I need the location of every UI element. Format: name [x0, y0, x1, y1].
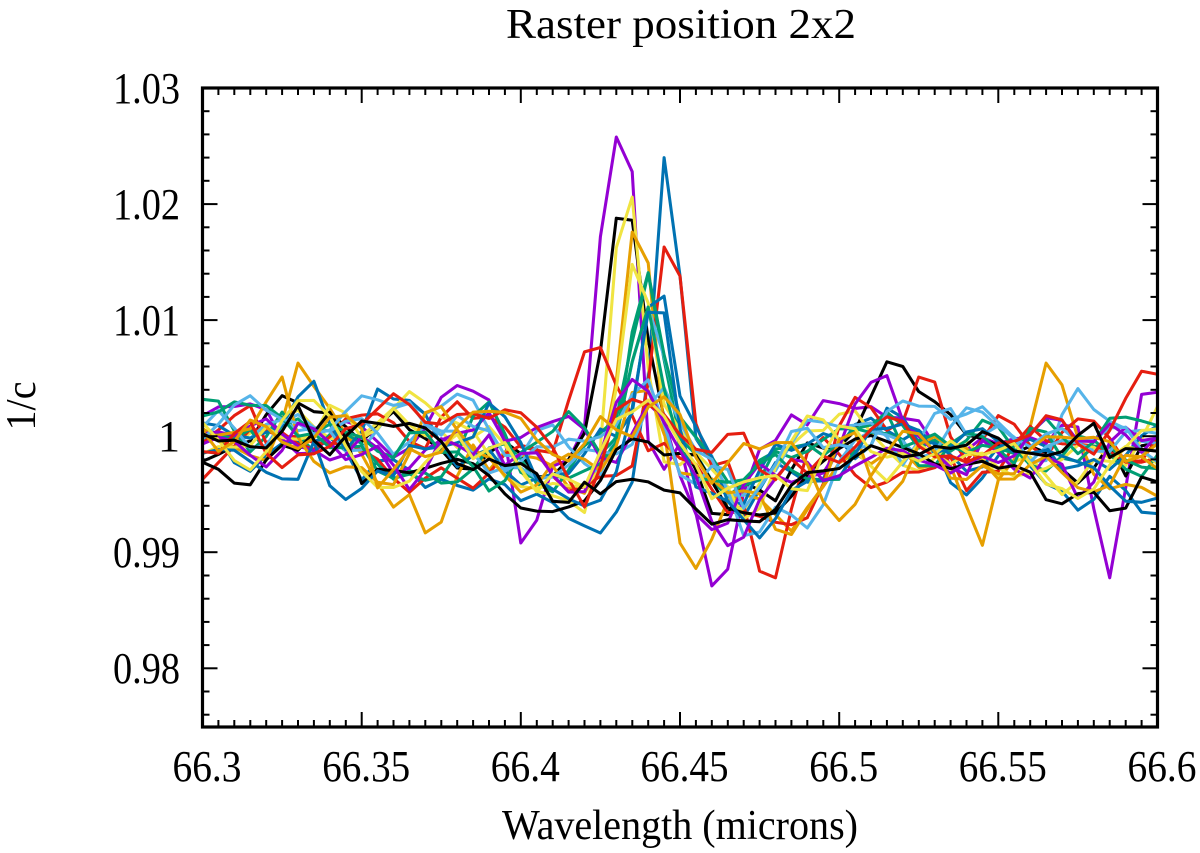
svg-text:66.45: 66.45: [641, 742, 729, 791]
svg-text:1.01: 1.01: [113, 296, 180, 345]
svg-text:66.5: 66.5: [809, 742, 878, 791]
svg-text:66.4: 66.4: [491, 742, 560, 791]
svg-text:1.02: 1.02: [113, 180, 180, 229]
svg-text:Raster position 2x2: Raster position 2x2: [506, 2, 856, 48]
svg-text:66.35: 66.35: [322, 742, 410, 791]
svg-text:0.99: 0.99: [113, 528, 180, 577]
svg-text:1.03: 1.03: [113, 64, 180, 113]
svg-text:0.98: 0.98: [113, 644, 180, 693]
svg-text:66.55: 66.55: [959, 742, 1047, 791]
svg-text:Wavelength (microns): Wavelength (microns): [502, 803, 858, 849]
svg-text:66.3: 66.3: [173, 742, 242, 791]
svg-text:1: 1: [158, 412, 180, 461]
svg-text:66.6: 66.6: [1128, 742, 1197, 791]
svg-text:1/c: 1/c: [0, 382, 45, 431]
